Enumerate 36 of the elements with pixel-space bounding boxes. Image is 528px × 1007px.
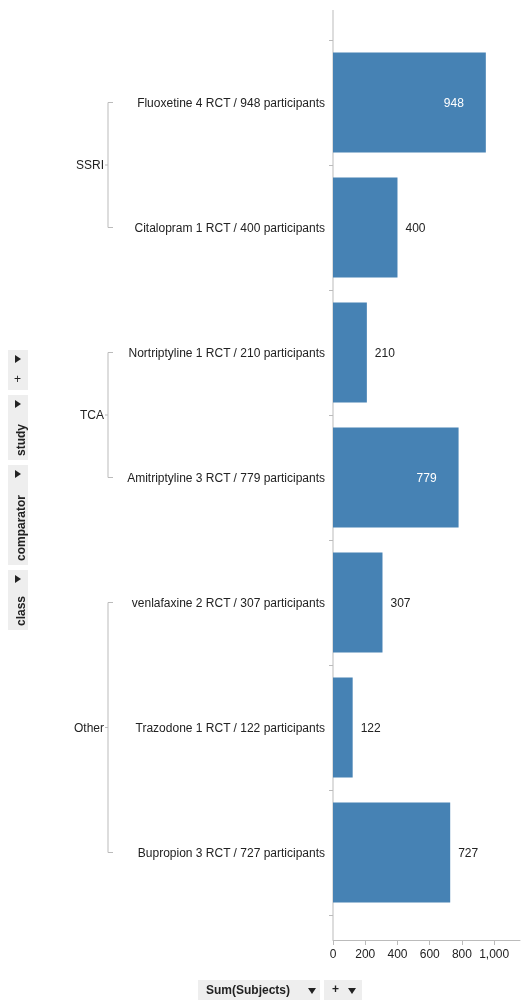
data-label: 400 xyxy=(405,220,426,235)
data-label: 779 xyxy=(416,470,437,485)
x-tick-label: 200 xyxy=(355,947,376,961)
y-tick-label: Fluoxetine 4 RCT / 948 participants xyxy=(137,95,325,110)
bar xyxy=(333,427,459,528)
bar xyxy=(333,802,451,903)
text: Other xyxy=(73,720,104,735)
y-tick-label: Bupropion 3 RCT / 727 participants xyxy=(137,845,325,860)
data-label: 727 xyxy=(458,845,479,860)
bar xyxy=(333,52,486,153)
text: study xyxy=(14,423,28,456)
bar xyxy=(333,302,367,403)
x-tick-label: 600 xyxy=(419,947,441,961)
data-label: 948 xyxy=(443,95,465,110)
y-tick-label: Nortriptyline 1 RCT / 210 participants xyxy=(128,345,325,360)
bar xyxy=(333,552,383,653)
x-tick-label: 800 xyxy=(451,947,473,961)
x-axis-title: Sum(Subjects) xyxy=(206,983,291,997)
y-tick-label: Trazodone 1 RCT / 122 participants xyxy=(135,720,325,735)
y-tick-label: Amitriptyline 3 RCT / 779 participants xyxy=(127,470,325,485)
text: + xyxy=(14,372,22,386)
bar xyxy=(333,677,353,778)
text: TCA xyxy=(80,408,104,422)
text: comparator xyxy=(14,494,28,561)
data-label: 122 xyxy=(360,720,382,735)
x-tick-label: 400 xyxy=(387,947,408,961)
text: + xyxy=(332,982,340,996)
y-tick-label: Citalopram 1 RCT / 400 participants xyxy=(134,220,325,235)
text: class xyxy=(14,595,28,626)
bar xyxy=(333,177,398,278)
data-label: 307 xyxy=(390,595,411,610)
data-label: 210 xyxy=(374,345,396,360)
text: SSRI xyxy=(75,158,104,172)
x-tick-label: 0 xyxy=(329,947,337,961)
y-tick-label: venlafaxine 2 RCT / 307 participants xyxy=(131,595,325,610)
x-tick-label: 1,000 xyxy=(479,947,510,961)
